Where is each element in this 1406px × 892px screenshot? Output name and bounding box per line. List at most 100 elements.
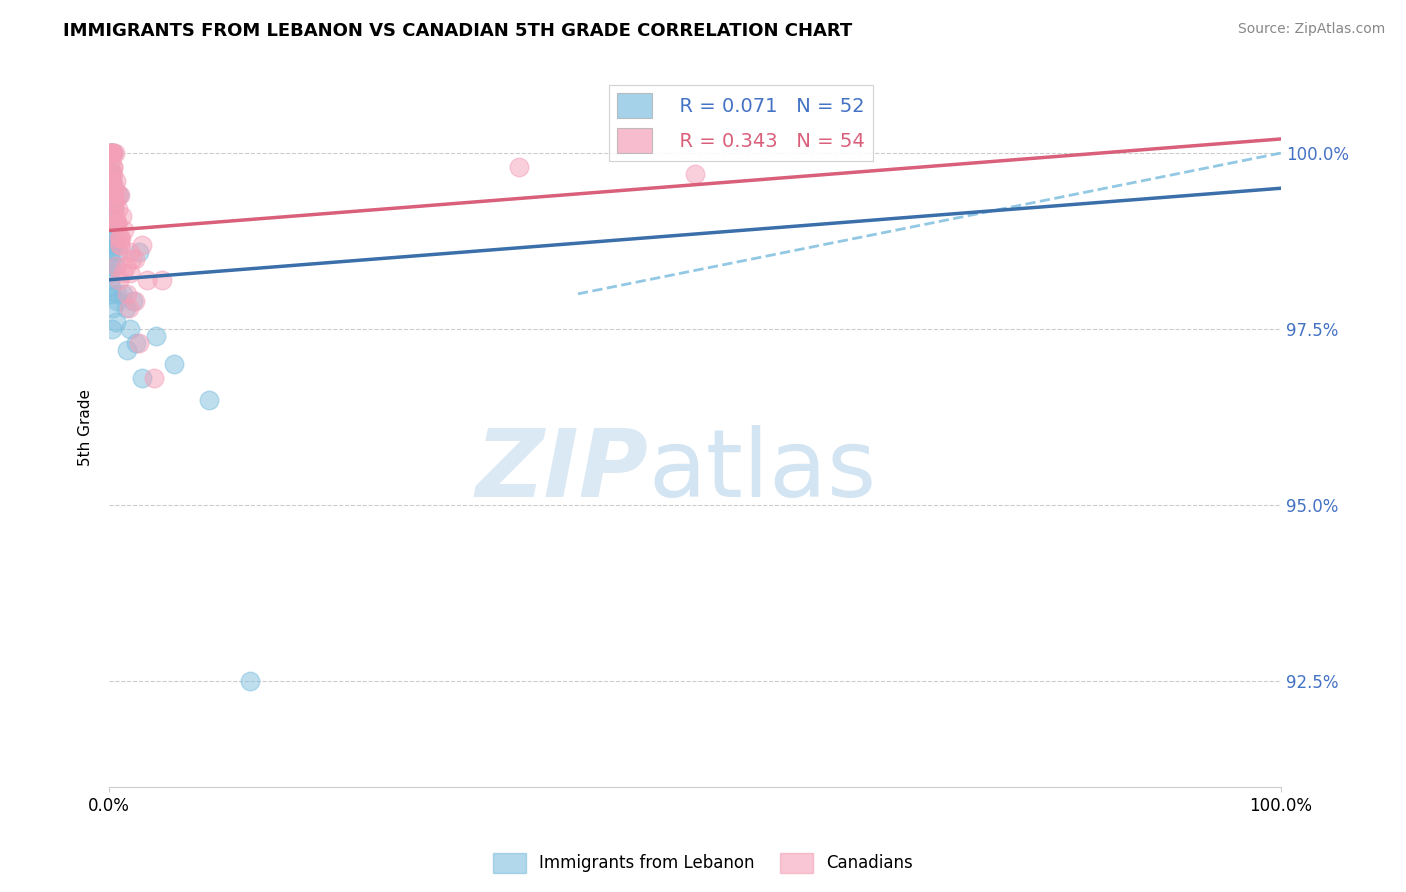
Point: [101, 301, 124, 315]
Point: [100, 259, 122, 273]
Point: [105, 174, 128, 188]
Point: [163, 357, 186, 371]
Point: [107, 293, 129, 308]
Point: [101, 237, 124, 252]
Point: [107, 217, 129, 231]
Point: [101, 167, 124, 181]
Point: [105, 217, 128, 231]
Point: [103, 160, 125, 174]
Point: [100, 230, 122, 244]
Point: [128, 336, 150, 351]
Point: [110, 230, 132, 244]
Point: [114, 259, 136, 273]
Point: [105, 237, 128, 252]
Point: [121, 252, 143, 266]
Point: [104, 195, 127, 210]
Point: [108, 237, 131, 252]
Point: [105, 217, 128, 231]
Point: [103, 195, 125, 210]
Point: [107, 202, 129, 217]
Point: [198, 392, 221, 407]
Point: [101, 174, 124, 188]
Point: [104, 230, 127, 244]
Point: [101, 146, 124, 161]
Point: [100, 280, 122, 294]
Point: [100, 252, 122, 266]
Point: [100, 174, 122, 188]
Point: [115, 286, 138, 301]
Point: [103, 202, 125, 217]
Point: [128, 244, 150, 259]
Point: [111, 210, 134, 224]
Point: [120, 266, 142, 280]
Point: [131, 371, 153, 385]
Point: [100, 286, 122, 301]
Point: [100, 153, 122, 167]
Point: [107, 244, 129, 259]
Point: [98, 273, 121, 287]
Point: [121, 293, 143, 308]
Point: [98, 244, 121, 259]
Point: [108, 273, 131, 287]
Point: [103, 181, 125, 195]
Point: [100, 195, 122, 210]
Point: [100, 146, 122, 161]
Point: [112, 286, 135, 301]
Point: [110, 230, 132, 244]
Point: [101, 181, 124, 195]
Point: [114, 301, 136, 315]
Point: [105, 217, 128, 231]
Point: [107, 188, 129, 202]
Point: [103, 188, 125, 202]
Point: [142, 371, 165, 385]
Y-axis label: 5th Grade: 5th Grade: [79, 389, 93, 467]
Point: [100, 223, 122, 237]
Text: Source: ZipAtlas.com: Source: ZipAtlas.com: [1237, 22, 1385, 37]
Point: [124, 252, 146, 266]
Point: [100, 146, 122, 161]
Point: [104, 210, 127, 224]
Point: [118, 301, 141, 315]
Point: [100, 146, 122, 161]
Point: [103, 181, 125, 195]
Point: [98, 210, 121, 224]
Point: [508, 160, 530, 174]
Point: [108, 230, 131, 244]
Point: [98, 174, 121, 188]
Point: [104, 259, 127, 273]
Point: [105, 286, 128, 301]
Point: [145, 329, 167, 343]
Text: atlas: atlas: [648, 425, 876, 516]
Point: [100, 181, 122, 195]
Point: [98, 146, 121, 161]
Point: [100, 146, 122, 161]
Point: [683, 167, 706, 181]
Legend: Immigrants from Lebanon, Canadians: Immigrants from Lebanon, Canadians: [486, 847, 920, 880]
Point: [125, 336, 148, 351]
Point: [108, 237, 131, 252]
Point: [101, 160, 124, 174]
Text: ZIP: ZIP: [475, 425, 648, 516]
Point: [101, 322, 124, 336]
Point: [120, 322, 142, 336]
Point: [120, 244, 142, 259]
Point: [107, 188, 129, 202]
Point: [101, 146, 124, 161]
Point: [101, 146, 124, 161]
Point: [101, 237, 124, 252]
Point: [100, 266, 122, 280]
Point: [100, 174, 122, 188]
Point: [108, 188, 131, 202]
Point: [104, 259, 127, 273]
Point: [101, 146, 124, 161]
Point: [114, 223, 136, 237]
Point: [100, 160, 122, 174]
Point: [104, 146, 127, 161]
Point: [101, 195, 124, 210]
Point: [115, 343, 138, 358]
Point: [100, 146, 122, 161]
Point: [131, 237, 153, 252]
Point: [100, 167, 122, 181]
Point: [100, 167, 122, 181]
Point: [100, 146, 122, 161]
